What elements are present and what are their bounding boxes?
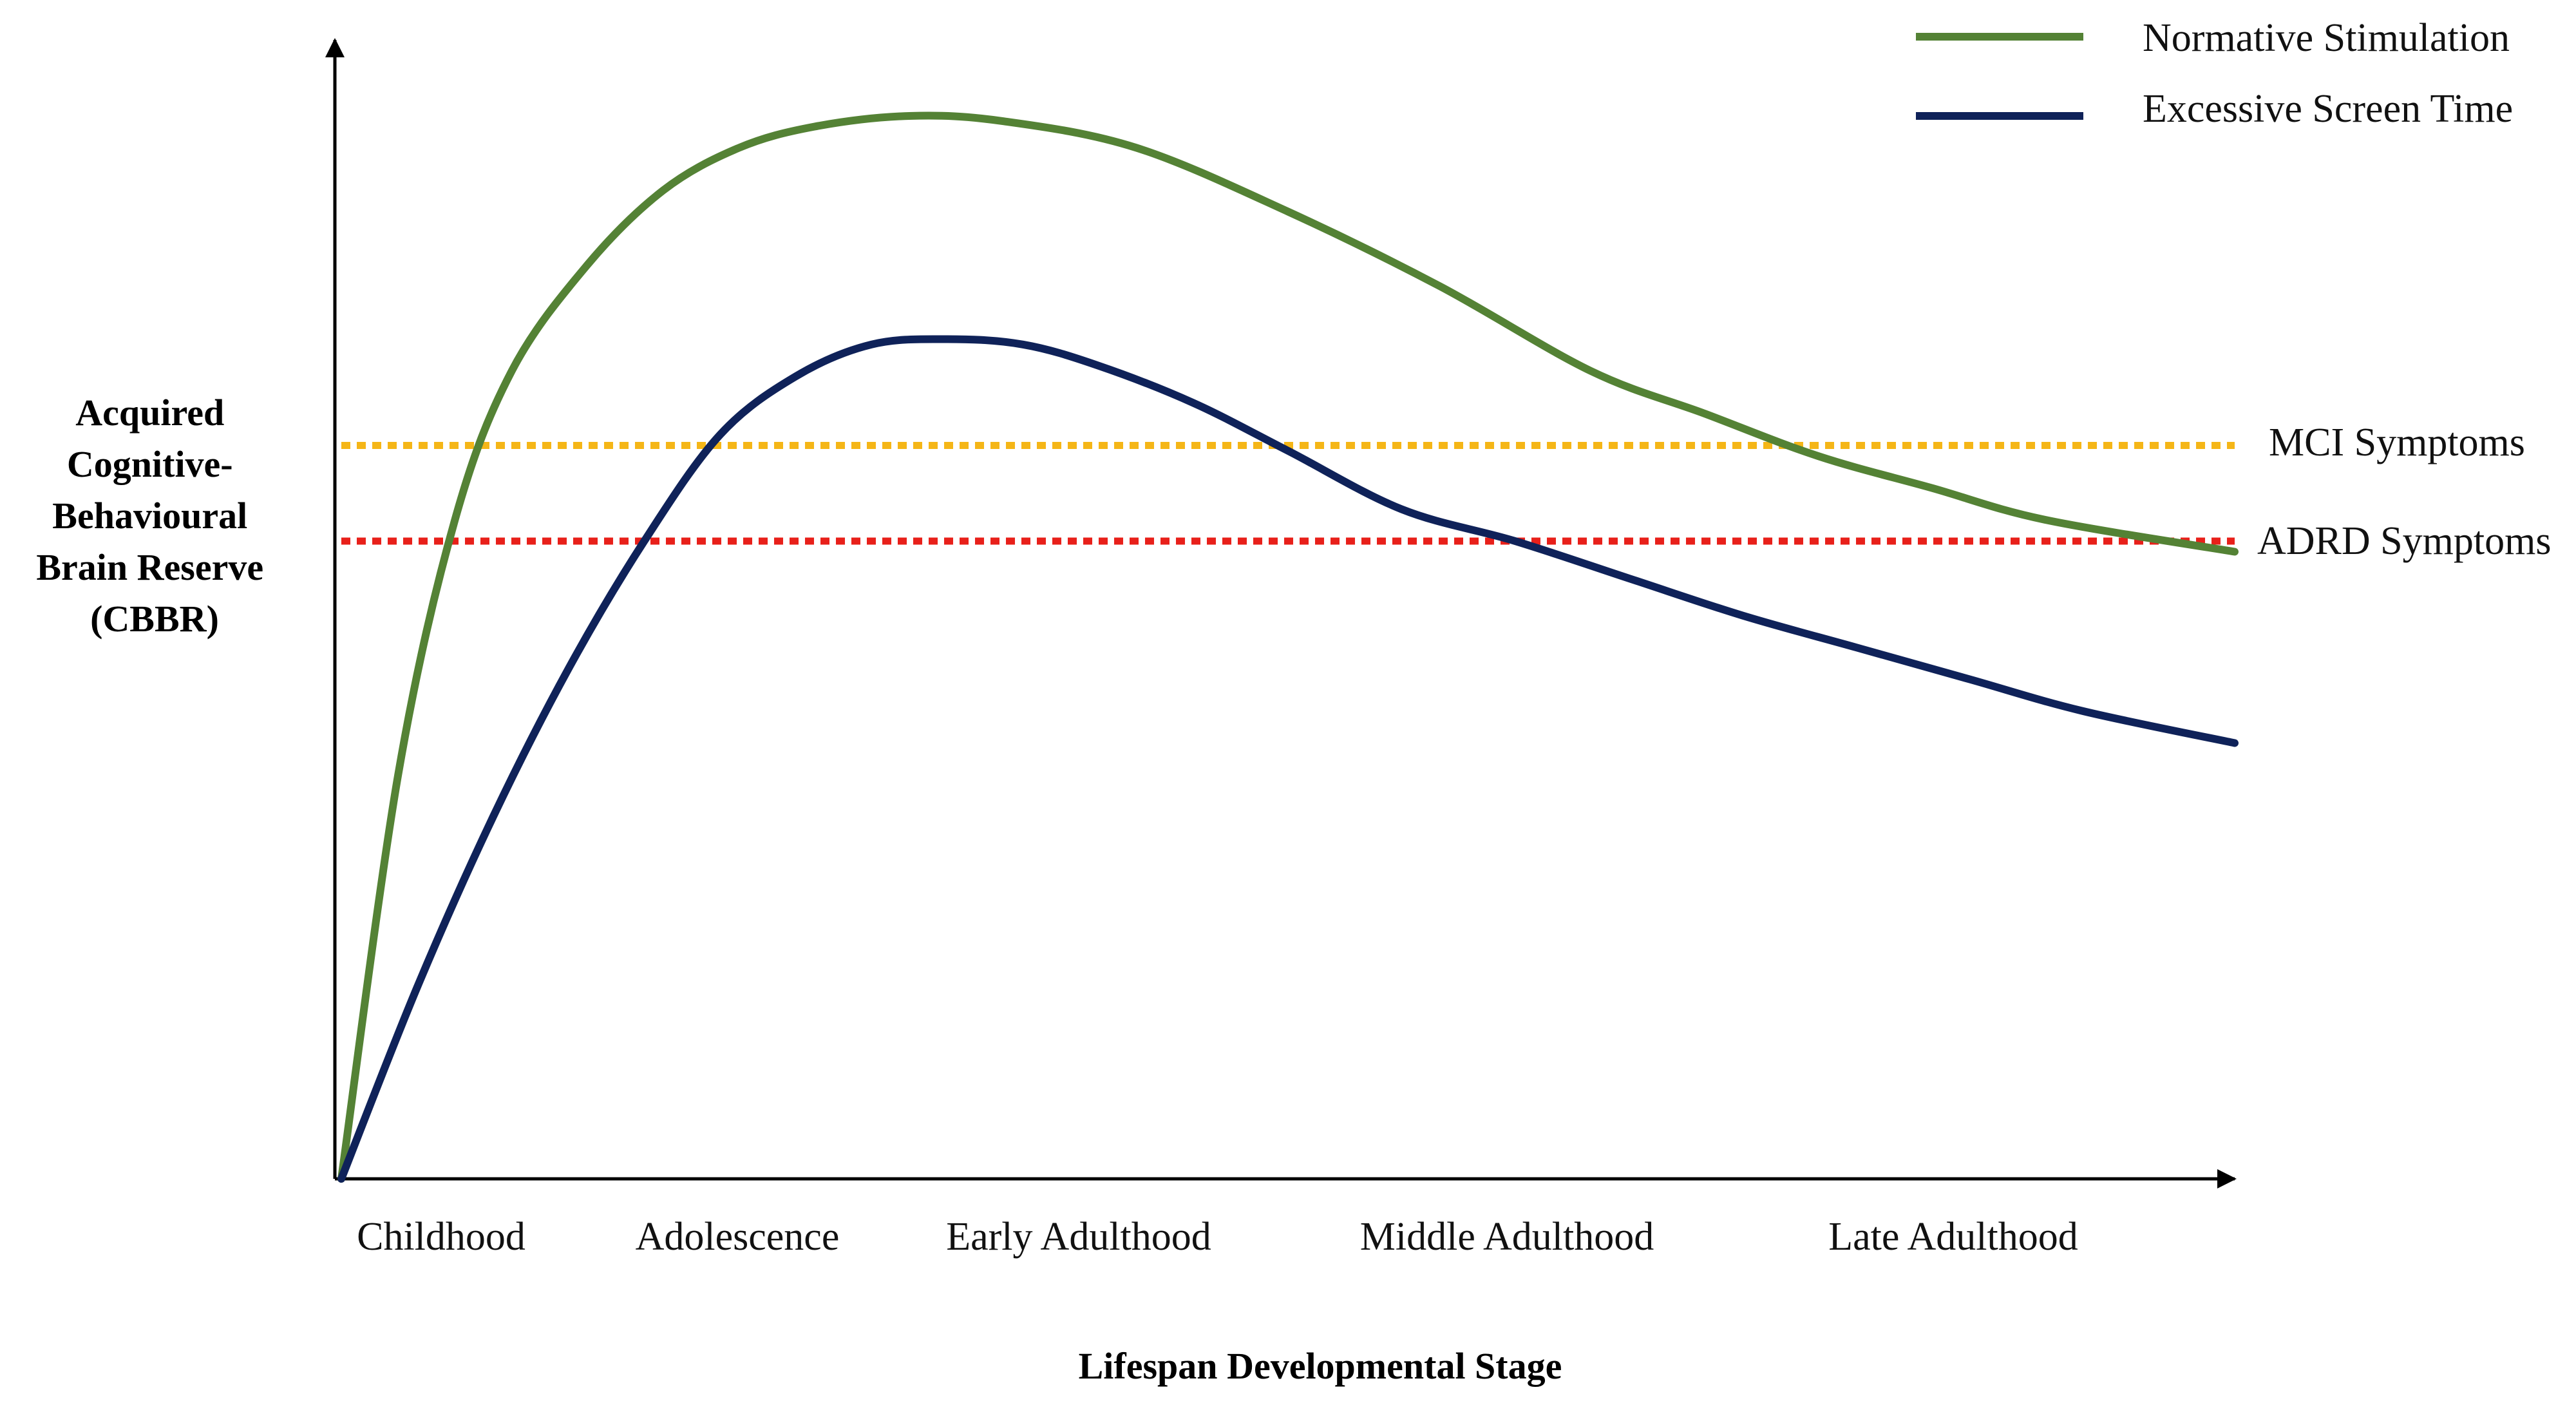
adrd-threshold-label: ADRD Symptoms (2257, 519, 2551, 563)
series-line-excessive-screen-time (337, 335, 2239, 1183)
y-axis-label: Acquired Cognitive- Behavioural Brain Re… (36, 392, 272, 640)
y-axis-label-line-4: Brain Reserve (36, 546, 263, 588)
x-axis-label: Lifespan Developmental Stage (1079, 1345, 1562, 1387)
x-tick-label-childhood: Childhood (357, 1215, 526, 1259)
y-axis-label-line-1: Acquired (75, 392, 224, 434)
mci-threshold-label: MCI Symptoms (2269, 421, 2525, 464)
legend-label-normative-stimulation: Normative Stimulation (2143, 16, 2510, 60)
series-lines (337, 111, 2239, 1183)
series-line-normative-stimulation (337, 111, 2239, 1183)
y-axis-label-line-2: Cognitive- (67, 443, 233, 485)
legend: Normative Stimulation Excessive Screen T… (1916, 16, 2513, 131)
threshold-lines (341, 442, 2235, 545)
y-axis-label-line-5: (CBBR) (90, 598, 219, 640)
legend-label-excessive-screen-time: Excessive Screen Time (2143, 87, 2513, 131)
x-tick-label-late-adulthood: Late Adulthood (1828, 1215, 2078, 1259)
x-tick-label-early-adulthood: Early Adulthood (946, 1215, 1211, 1259)
y-axis-label-line-3: Behavioural (52, 495, 247, 537)
x-tick-label-adolescence: Adolescence (636, 1215, 840, 1259)
x-tick-label-middle-adulthood: Middle Adulthood (1360, 1215, 1654, 1259)
